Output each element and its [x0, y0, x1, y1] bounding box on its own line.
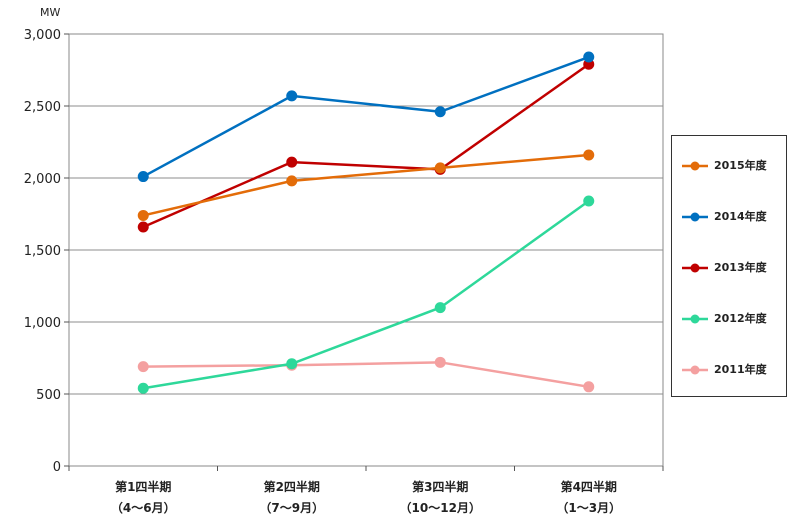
series-line: [143, 361, 589, 389]
data-point: [434, 162, 446, 174]
x-tick-label: （4～6月）: [111, 500, 176, 515]
data-point: [583, 149, 595, 161]
y-tick-label: 2,000: [24, 172, 61, 187]
legend-label: 2015年度: [714, 159, 767, 172]
x-tick-label: （7～9月）: [259, 500, 324, 515]
data-point: [137, 382, 149, 394]
x-tick-label: 第1四半期: [115, 479, 171, 494]
data-point: [286, 90, 298, 102]
data-point: [137, 171, 149, 183]
series-line: [142, 55, 590, 178]
x-tick-label: （1～3月）: [556, 500, 621, 515]
data-point: [434, 106, 446, 118]
legend-swatch: [682, 365, 708, 375]
legend-item: 2011年度: [680, 362, 786, 378]
series-line: [142, 153, 589, 217]
data-point: [286, 358, 298, 370]
legend-swatch: [682, 263, 708, 273]
legend-marker: [690, 212, 700, 222]
legend: 2015年度 2014年度 2013年度 2012年度 2011年度: [671, 135, 787, 397]
legend-label: 2012年度: [714, 312, 767, 325]
legend-item: 2013年度: [680, 260, 786, 276]
y-tick-label: 1,500: [24, 244, 61, 259]
legend-swatch: [682, 161, 708, 171]
data-point: [137, 209, 149, 221]
data-point: [137, 221, 149, 233]
data-point: [137, 361, 149, 373]
legend-label: 2014年度: [714, 210, 767, 223]
x-tick-label: （10～12月）: [400, 500, 481, 515]
legend-marker: [690, 263, 700, 273]
legend-item: 2015年度: [680, 158, 786, 174]
x-tick-label: 第4四半期: [561, 479, 617, 494]
data-point: [286, 175, 298, 187]
y-tick-label: 2,500: [24, 100, 61, 115]
legend-label: 2011年度: [714, 363, 767, 376]
legend-marker: [690, 314, 700, 324]
legend-swatch: [682, 314, 708, 324]
legend-marker: [690, 365, 700, 375]
data-point: [286, 156, 298, 168]
y-tick-label: 3,000: [24, 28, 61, 43]
x-tick-label: 第2四半期: [264, 479, 320, 494]
legend-label: 2013年度: [714, 261, 767, 274]
series-line: [143, 200, 590, 390]
legend-swatch: [682, 212, 708, 222]
y-tick-label: 500: [36, 388, 61, 403]
x-tick-label: 第3四半期: [412, 479, 468, 494]
data-point: [583, 195, 595, 207]
data-point: [434, 356, 446, 368]
series-line: [142, 63, 590, 229]
y-tick-label: 1,000: [24, 316, 61, 331]
legend-item: 2012年度: [680, 311, 786, 327]
legend-marker: [690, 161, 700, 171]
data-point: [434, 302, 446, 314]
y-tick-label: 0: [53, 460, 61, 475]
data-point: [583, 51, 595, 63]
data-point: [583, 381, 595, 393]
legend-item: 2014年度: [680, 209, 786, 225]
y-axis-unit: MW: [40, 6, 61, 19]
